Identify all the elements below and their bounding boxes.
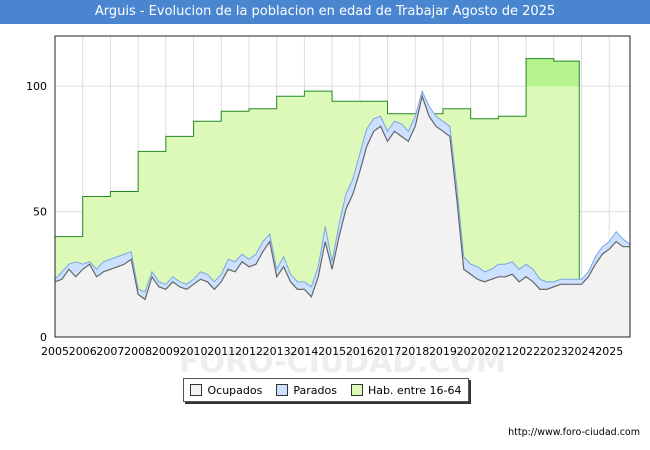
source-url[interactable]: http://www.foro-ciudad.com xyxy=(508,427,640,438)
chart-title: Arguis - Evolucion de la poblacion en ed… xyxy=(94,4,556,19)
title-bar: Arguis - Evolucion de la poblacion en ed… xyxy=(0,0,650,24)
x-tick-label: 2021 xyxy=(484,345,512,358)
legend-swatch-hab xyxy=(350,384,363,396)
x-tick-label: 2005 xyxy=(41,345,69,358)
x-tick-label: 2022 xyxy=(512,345,540,358)
legend-item-hab: Hab. entre 16-64 xyxy=(350,383,462,397)
x-tick-label: 2020 xyxy=(457,345,485,358)
legend-item-ocupados: Ocupados xyxy=(190,384,262,397)
legend-label-hab: Hab. entre 16-64 xyxy=(367,383,462,397)
watermark-text: FORO-CIUDAD.COM xyxy=(179,345,506,380)
watermark-layer: FORO-CIUDAD.COM xyxy=(179,345,506,380)
x-tick-label: 2017 xyxy=(374,345,402,358)
hab-area-highlight xyxy=(526,58,554,87)
y-tick-label: 0 xyxy=(40,331,47,344)
x-tick-label: 2014 xyxy=(290,345,318,358)
x-tick-label: 2023 xyxy=(540,345,568,358)
legend-item-parados: Parados xyxy=(276,384,337,397)
hab-area-highlight xyxy=(553,61,580,87)
x-tick-label: 2019 xyxy=(429,345,457,358)
x-tick-label: 2018 xyxy=(401,345,429,358)
legend-label-ocupados: Ocupados xyxy=(207,383,263,397)
x-tick-label: 2016 xyxy=(346,345,374,358)
plot-frame xyxy=(54,35,631,338)
x-tick-label: 2008 xyxy=(124,345,152,358)
x-tick-label: 2024 xyxy=(568,345,596,358)
x-tick-label: 2013 xyxy=(263,345,291,358)
parados-area xyxy=(55,91,630,337)
x-tick-label: 2015 xyxy=(318,345,346,358)
x-tick-label: 2007 xyxy=(96,345,124,358)
x-tick-label: 2010 xyxy=(180,345,208,358)
legend-swatch-ocupados xyxy=(190,384,203,396)
legend: Ocupados Parados Hab. entre 16-64 xyxy=(183,378,469,402)
ocupados-line xyxy=(54,94,630,301)
ocupados-area xyxy=(55,96,630,337)
x-tick-label: 2025 xyxy=(595,345,623,358)
x-tick-label: 2011 xyxy=(207,345,235,358)
parados-line xyxy=(54,89,631,293)
hab-line xyxy=(55,58,580,337)
x-tick-label: 2009 xyxy=(152,345,180,358)
y-tick-label: 100 xyxy=(26,80,47,93)
y-tick-label: 50 xyxy=(33,206,47,219)
parados-series-layer xyxy=(54,89,631,337)
ocupados-series-layer xyxy=(54,94,630,337)
legend-swatch-parados xyxy=(276,384,289,396)
x-tick-label: 2012 xyxy=(235,345,263,358)
x-tick-label: 2006 xyxy=(69,345,97,358)
legend-label-parados: Parados xyxy=(293,383,337,397)
